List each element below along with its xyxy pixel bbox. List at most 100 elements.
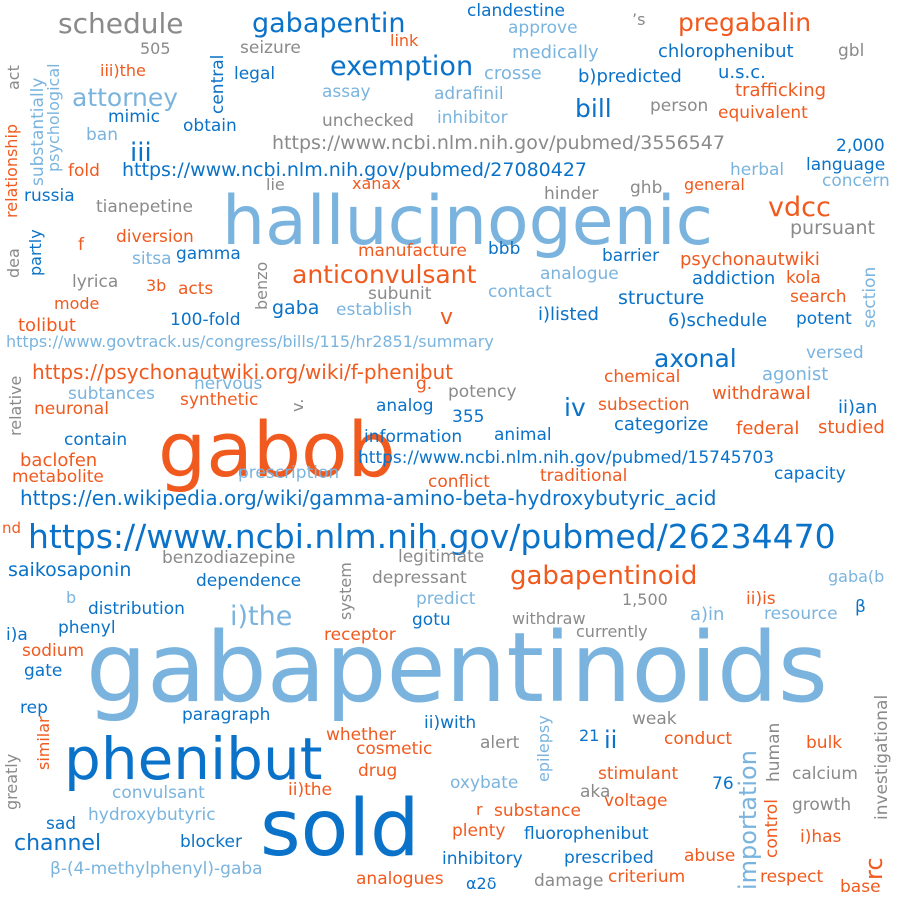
word: pregabalin xyxy=(678,8,812,37)
word: lyrica xyxy=(72,272,119,292)
word: withdrawal xyxy=(712,383,811,404)
word: 76 xyxy=(712,774,734,794)
word: ban xyxy=(86,125,118,145)
word: diversion xyxy=(116,227,194,247)
word: 6)schedule xyxy=(668,310,768,331)
word: paragraph xyxy=(182,705,271,725)
word: equivalent xyxy=(718,103,808,123)
word: sodium xyxy=(22,641,85,661)
word: i)the xyxy=(230,601,293,632)
word: versed xyxy=(806,343,864,363)
word: tolibut xyxy=(18,315,76,336)
word: pursuant xyxy=(790,217,875,239)
word: https://en.wikipedia.org/wiki/gamma-amin… xyxy=(20,486,717,510)
word: analogue xyxy=(540,264,619,284)
word: tianepetine xyxy=(96,197,193,217)
word: https://www.ncbi.nlm.nih.gov/pubmed/2623… xyxy=(28,517,836,556)
word: depressant xyxy=(372,568,467,588)
word: gabapentin xyxy=(252,8,406,39)
word: herbal xyxy=(730,160,785,180)
word: exemption xyxy=(330,51,474,82)
word: conflict xyxy=(428,472,490,492)
word: substance xyxy=(494,801,581,821)
word: damage xyxy=(534,871,604,891)
word: phenibut xyxy=(64,725,323,793)
word: kola xyxy=(786,268,821,288)
word: human xyxy=(764,722,784,782)
word: b)predicted xyxy=(578,66,682,87)
word: convulsant xyxy=(112,783,205,803)
word: oxybate xyxy=(450,773,519,793)
word: i)has xyxy=(800,827,842,847)
word: 21 xyxy=(579,726,600,745)
word: conduct xyxy=(664,729,733,749)
word: addiction xyxy=(692,268,776,289)
word: r xyxy=(476,800,483,819)
word: respect xyxy=(760,867,824,887)
word: analogues xyxy=(356,869,444,889)
word: psychological xyxy=(44,63,63,172)
word: stimulant xyxy=(598,764,679,784)
word: abuse xyxy=(684,846,736,866)
word: investigational xyxy=(872,694,892,820)
word: chemical xyxy=(604,367,681,387)
word: weak xyxy=(632,709,677,729)
word: iv xyxy=(564,393,586,422)
word: barrier xyxy=(602,246,660,266)
word: ’s xyxy=(632,10,646,29)
word: u.s.c. xyxy=(718,62,766,83)
word: nd xyxy=(2,519,22,537)
word: ii xyxy=(604,726,618,754)
word: concern xyxy=(822,171,890,191)
word: subtances xyxy=(68,384,155,404)
word: i)listed xyxy=(538,304,599,325)
word: federal xyxy=(736,418,800,439)
word: russia xyxy=(24,186,75,206)
word: legal xyxy=(234,64,276,84)
word: 3b xyxy=(146,276,167,295)
word: relationship xyxy=(2,123,21,218)
word: https://www.govtrack.us/congress/bills/1… xyxy=(6,332,494,351)
word: lie xyxy=(266,175,285,194)
word: gaba(b xyxy=(828,567,885,586)
word: inhibitor xyxy=(437,108,508,128)
word: dependence xyxy=(196,571,302,591)
word: act xyxy=(4,65,23,90)
word: iii xyxy=(130,138,152,168)
word: base xyxy=(840,877,881,897)
word: whether xyxy=(326,725,397,745)
word: search xyxy=(790,287,847,307)
word: unchecked xyxy=(322,111,414,131)
word: gamma xyxy=(176,244,241,264)
word: animal xyxy=(494,425,552,445)
word: greatly xyxy=(2,753,21,810)
word: growth xyxy=(792,795,852,815)
word: obtain xyxy=(183,116,237,136)
word: blocker xyxy=(180,832,242,852)
word: categorize xyxy=(614,414,709,435)
word: ii)the xyxy=(288,780,332,800)
word: manufacture xyxy=(358,241,467,261)
word: bill xyxy=(575,94,612,123)
word: gabob xyxy=(158,405,396,494)
word: benzo xyxy=(252,261,271,310)
word: legitimate xyxy=(398,547,485,567)
word: baclofen xyxy=(20,450,98,471)
word: gabapentinoid xyxy=(510,561,698,591)
word: g. xyxy=(416,374,433,394)
word: relative xyxy=(6,375,25,436)
word: sad xyxy=(46,814,77,834)
word: nervous xyxy=(194,374,263,394)
word: agonist xyxy=(762,364,829,385)
word: iii)the xyxy=(100,61,146,80)
word: ii)with xyxy=(424,713,477,733)
word: information xyxy=(364,427,463,447)
word: channel xyxy=(14,831,102,856)
word: vdcc xyxy=(768,192,831,223)
word: clandestine xyxy=(467,1,565,21)
word: capacity xyxy=(774,464,846,484)
word: bbb xyxy=(488,239,521,259)
word: hinder xyxy=(544,184,599,204)
word: receptor xyxy=(324,625,396,645)
